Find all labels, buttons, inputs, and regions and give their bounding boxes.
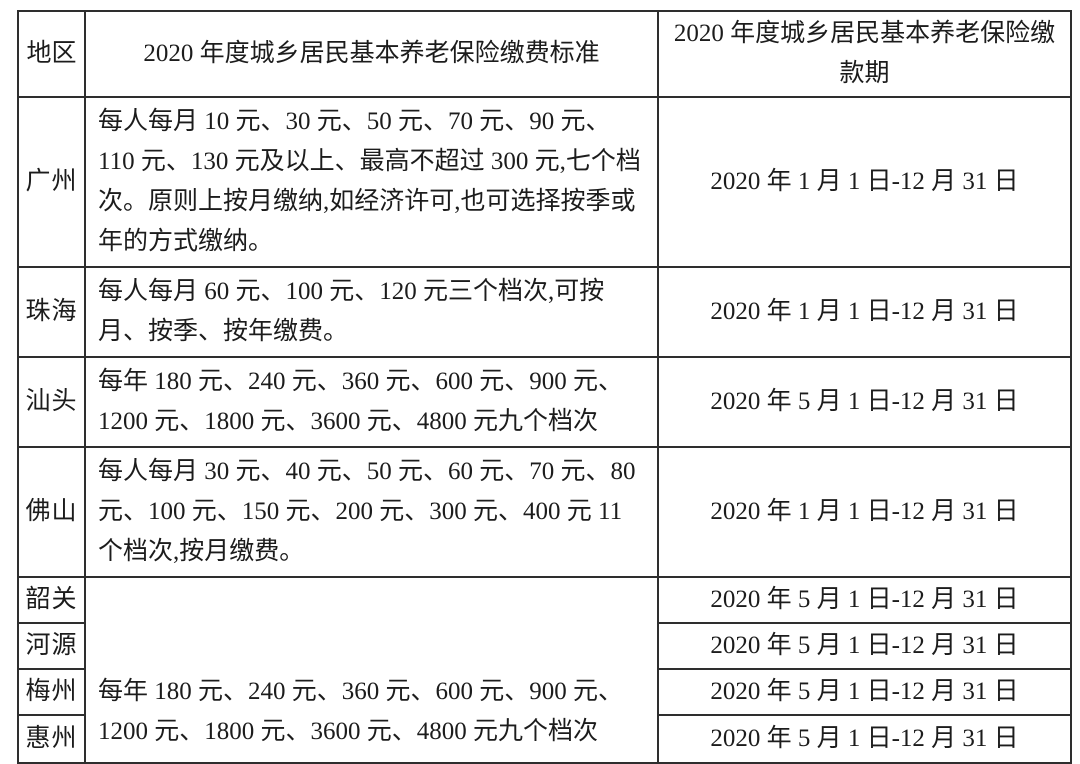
page: { "table": { "headers": { "region": "地区"… xyxy=(17,10,1072,764)
standard-cell-merged: 每年 180 元、240 元、360 元、600 元、900 元、1200 元、… xyxy=(84,576,659,764)
period-cell: 2020 年 5 月 1 日-12 月 31 日 xyxy=(657,576,1072,624)
header-standard: 2020 年度城乡居民基本养老保险缴费标准 xyxy=(84,10,659,98)
table-row-foshan: 佛山 每人每月 30 元、40 元、50 元、60 元、70 元、80 元、10… xyxy=(17,446,1072,578)
region-cell: 汕头 xyxy=(17,356,86,448)
standard-cell: 每人每月 30 元、40 元、50 元、60 元、70 元、80 元、100 元… xyxy=(84,446,659,578)
standard-cell: 每年 180 元、240 元、360 元、600 元、900 元、1200 元、… xyxy=(84,356,659,448)
region-cell: 惠州 xyxy=(17,714,86,764)
region-cell: 韶关 xyxy=(17,576,86,624)
region-cell: 广州 xyxy=(17,96,86,268)
period-cell: 2020 年 5 月 1 日-12 月 31 日 xyxy=(657,622,1072,670)
period-cell: 2020 年 1 月 1 日-12 月 31 日 xyxy=(657,446,1072,578)
header-row: 地区 2020 年度城乡居民基本养老保险缴费标准 2020 年度城乡居民基本养老… xyxy=(17,10,1072,98)
region-cell: 河源 xyxy=(17,622,86,670)
region-cell: 梅州 xyxy=(17,668,86,716)
standard-cell: 每人每月 10 元、30 元、50 元、70 元、90 元、110 元、130 … xyxy=(84,96,659,268)
period-cell: 2020 年 5 月 1 日-12 月 31 日 xyxy=(657,668,1072,716)
table-row-zhuhai: 珠海 每人每月 60 元、100 元、120 元三个档次,可按月、按季、按年缴费… xyxy=(17,266,1072,358)
region-cell: 佛山 xyxy=(17,446,86,578)
period-cell: 2020 年 5 月 1 日-12 月 31 日 xyxy=(657,714,1072,764)
table-row-guangzhou: 广州 每人每月 10 元、30 元、50 元、70 元、90 元、110 元、1… xyxy=(17,96,1072,268)
period-cell: 2020 年 5 月 1 日-12 月 31 日 xyxy=(657,356,1072,448)
table-row-shantou: 汕头 每年 180 元、240 元、360 元、600 元、900 元、1200… xyxy=(17,356,1072,448)
period-cell: 2020 年 1 月 1 日-12 月 31 日 xyxy=(657,266,1072,358)
table-row-shaoguan: 韶关 每年 180 元、240 元、360 元、600 元、900 元、1200… xyxy=(17,576,1072,764)
region-cell: 珠海 xyxy=(17,266,86,358)
header-region: 地区 xyxy=(17,10,86,98)
standard-cell: 每人每月 60 元、100 元、120 元三个档次,可按月、按季、按年缴费。 xyxy=(84,266,659,358)
pension-standards-table: 地区 2020 年度城乡居民基本养老保险缴费标准 2020 年度城乡居民基本养老… xyxy=(17,10,1072,764)
header-period: 2020 年度城乡居民基本养老保险缴款期 xyxy=(657,10,1072,98)
period-cell: 2020 年 1 月 1 日-12 月 31 日 xyxy=(657,96,1072,268)
